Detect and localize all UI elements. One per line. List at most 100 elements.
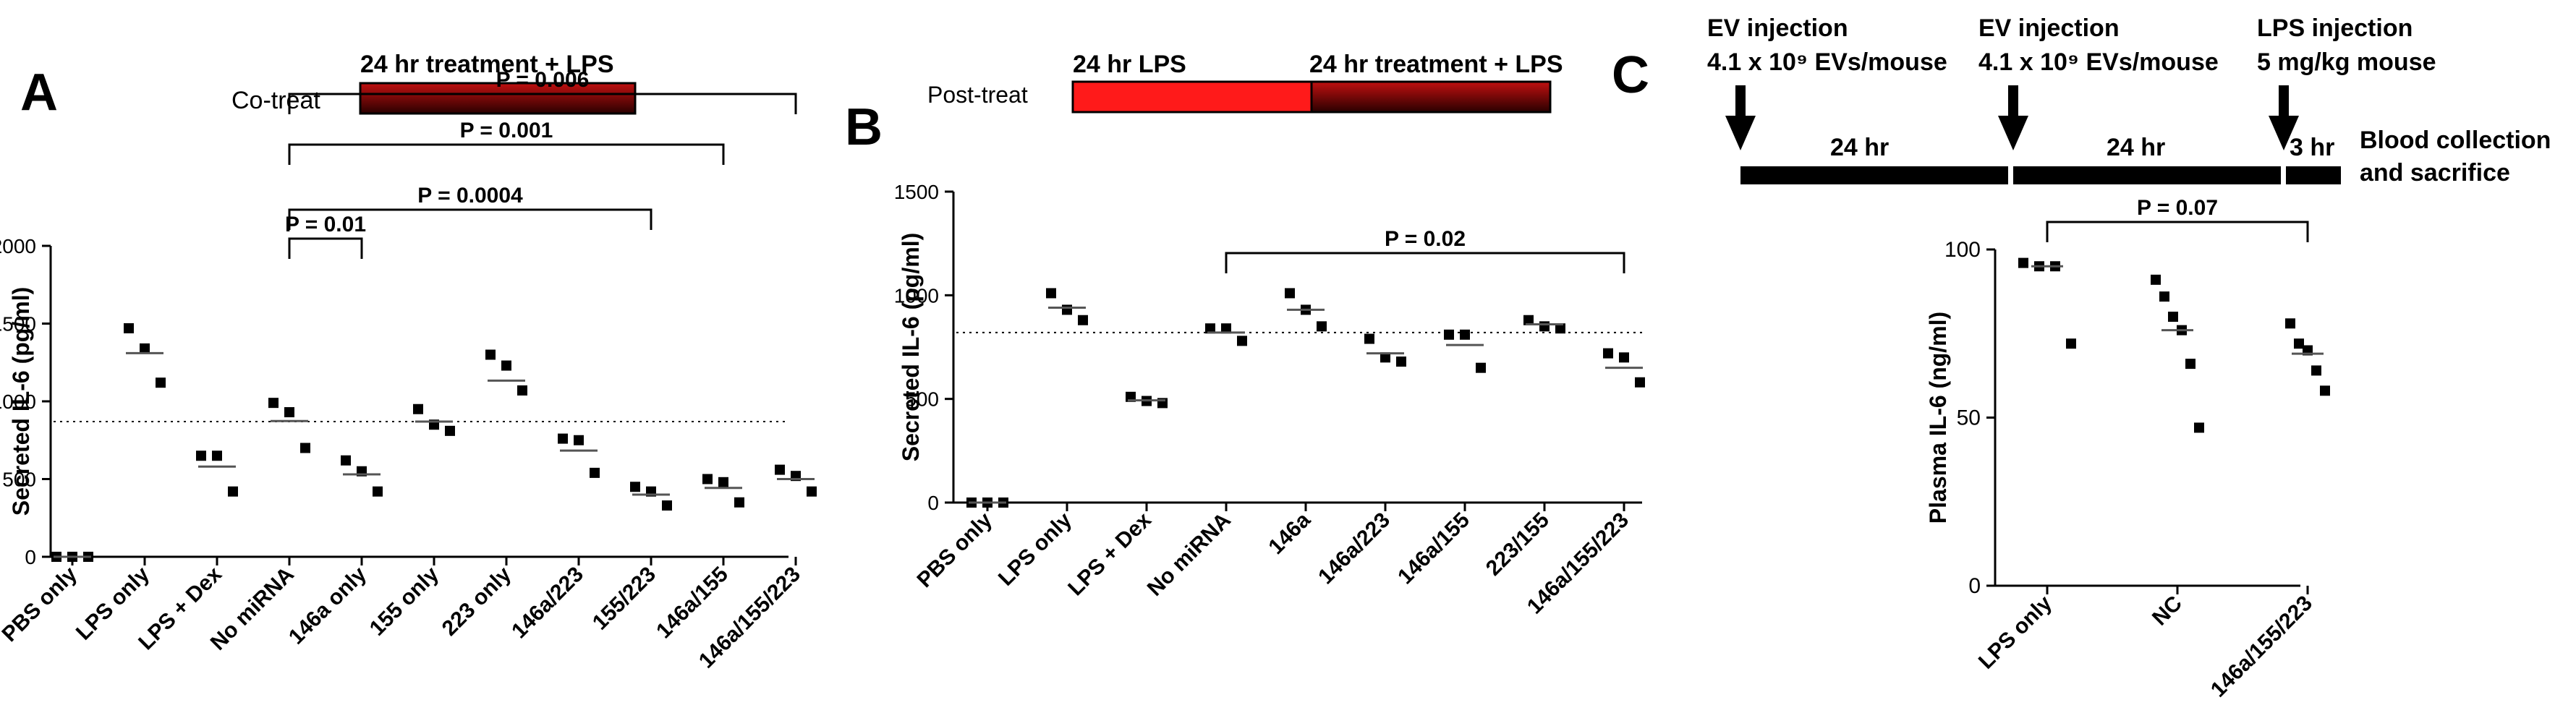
data-point bbox=[1380, 352, 1390, 363]
timeline-segment-2 bbox=[2013, 166, 2281, 184]
data-point bbox=[1046, 288, 1056, 299]
interval3-label: 3 hr bbox=[2290, 134, 2334, 161]
category-label: No miRNA bbox=[1143, 508, 1236, 601]
data-point bbox=[2285, 318, 2295, 329]
timeline-segment-3 bbox=[2286, 166, 2341, 184]
post-treat-lps-label: 24 hr LPS bbox=[1073, 51, 1186, 78]
co-treat-label: Co-treat bbox=[231, 87, 320, 114]
data-point bbox=[1444, 329, 1454, 340]
post-treat-label: Post-treat bbox=[927, 82, 1028, 108]
category-label: PBS only bbox=[912, 508, 997, 592]
category-label: 155 only bbox=[365, 562, 443, 640]
event2-dose: 4.1 x 10⁹ EVs/mouse bbox=[1978, 48, 2219, 76]
p-value-label: P = 0.01 bbox=[285, 213, 366, 236]
data-point bbox=[2320, 385, 2330, 396]
data-point bbox=[2151, 274, 2161, 285]
data-point bbox=[1396, 356, 1406, 367]
panel-b-header: B Post-treat 24 hr LPS 24 hr treatment +… bbox=[845, 51, 1563, 156]
data-point bbox=[2194, 422, 2204, 433]
category-label: LPS only bbox=[994, 508, 1076, 590]
event3-title: LPS injection bbox=[2257, 14, 2413, 42]
panel-c-letter: C bbox=[1612, 46, 1649, 104]
category-label: 223 only bbox=[438, 562, 516, 640]
data-point bbox=[228, 486, 238, 497]
data-point bbox=[300, 443, 310, 453]
y-tick-label: 1000 bbox=[0, 390, 36, 413]
data-point bbox=[702, 474, 713, 484]
event3-dose: 5 mg/kg mouse bbox=[2257, 48, 2436, 76]
category-label: NC bbox=[2148, 592, 2187, 631]
data-point bbox=[1619, 352, 1629, 363]
data-point bbox=[590, 467, 600, 478]
category-label: 223/155 bbox=[1482, 508, 1554, 581]
y-tick-label: 0 bbox=[1968, 574, 1981, 598]
category-label: 146a/155 bbox=[1393, 508, 1474, 589]
data-point bbox=[373, 486, 383, 497]
data-point bbox=[558, 433, 568, 444]
y-tick-label: 500 bbox=[2, 469, 36, 491]
p-value-label: P = 0.02 bbox=[1385, 227, 1466, 251]
data-point bbox=[1635, 377, 1645, 388]
y-axis-label: Secreted IL-6 (pg/ml) bbox=[898, 233, 924, 462]
data-point bbox=[1205, 323, 1215, 334]
y-tick-label: 0 bbox=[25, 546, 36, 568]
data-point bbox=[341, 455, 351, 466]
data-point bbox=[445, 425, 455, 436]
y-tick-label: 100 bbox=[1944, 238, 1981, 262]
data-point bbox=[574, 435, 584, 445]
data-point bbox=[124, 323, 134, 333]
injection-arrow-3 bbox=[2269, 85, 2299, 150]
data-point bbox=[1364, 333, 1374, 344]
data-point bbox=[1237, 336, 1247, 346]
endpoint-line-1: Blood collection bbox=[2360, 127, 2551, 154]
category-label: LPS + Dex bbox=[1063, 508, 1156, 600]
chart-panel-a: 0 500 1000 1500 2000 Secreted IL-6 (pg/ml) PBS… bbox=[0, 68, 817, 673]
significance-bracket bbox=[288, 143, 725, 165]
data-point bbox=[1221, 323, 1231, 334]
data-point bbox=[2066, 338, 2076, 349]
panel-a-header: A Co-treat 24 hr treatment + LPS bbox=[20, 51, 637, 121]
co-treat-bar-label: 24 hr treatment + LPS bbox=[360, 51, 614, 78]
y-tick-label: 1500 bbox=[894, 181, 939, 203]
data-point bbox=[2185, 359, 2195, 370]
y-tick-label: 50 bbox=[1957, 406, 1981, 430]
event1-title: EV injection bbox=[1707, 14, 1848, 42]
data-point bbox=[1476, 362, 1486, 373]
category-label: 146a bbox=[1264, 508, 1315, 559]
event2-title: EV injection bbox=[1978, 14, 2120, 42]
data-point bbox=[196, 450, 206, 461]
data-point bbox=[2294, 338, 2304, 349]
p-value-label: P = 0.001 bbox=[460, 119, 553, 142]
post-treat-treatment-label: 24 hr treatment + LPS bbox=[1309, 51, 1563, 78]
data-point bbox=[2159, 291, 2169, 302]
y-tick-label: 0 bbox=[927, 492, 939, 514]
data-point bbox=[485, 349, 496, 360]
p-value-label: P = 0.006 bbox=[496, 68, 590, 92]
y-axis-label: Secreted IL-6 (pg/ml) bbox=[8, 287, 34, 516]
panel-c-timeline: C EV injection 4.1 x 10⁹ EVs/mouse EV in… bbox=[1612, 14, 2551, 187]
injection-arrow-1 bbox=[1725, 85, 1756, 150]
category-label: 146a/155/223 bbox=[2206, 592, 2317, 702]
significance-bracket bbox=[288, 237, 363, 259]
data-point bbox=[268, 398, 279, 409]
data-point bbox=[2168, 312, 2178, 322]
y-tick-label: 2000 bbox=[0, 235, 36, 257]
y-axis-label: Plasma IL-6 (ng/ml) bbox=[1925, 312, 1951, 524]
p-value-label: P = 0.0004 bbox=[417, 184, 523, 208]
significance-bracket bbox=[288, 93, 797, 114]
panel-a-letter: A bbox=[20, 64, 58, 121]
data-point bbox=[1062, 304, 1072, 315]
post-treat-lps-bar bbox=[1071, 80, 1313, 114]
data-point bbox=[517, 385, 527, 396]
data-point bbox=[1523, 315, 1534, 325]
data-point bbox=[1078, 315, 1088, 325]
data-point bbox=[1539, 321, 1550, 332]
data-point bbox=[2311, 365, 2321, 376]
panel-b-letter: B bbox=[845, 98, 883, 156]
significance-bracket bbox=[1225, 252, 1625, 273]
data-point bbox=[807, 486, 817, 497]
post-treat-treatment-bar bbox=[1310, 80, 1552, 114]
injection-arrow-2 bbox=[1998, 85, 2028, 150]
data-point bbox=[413, 403, 423, 414]
